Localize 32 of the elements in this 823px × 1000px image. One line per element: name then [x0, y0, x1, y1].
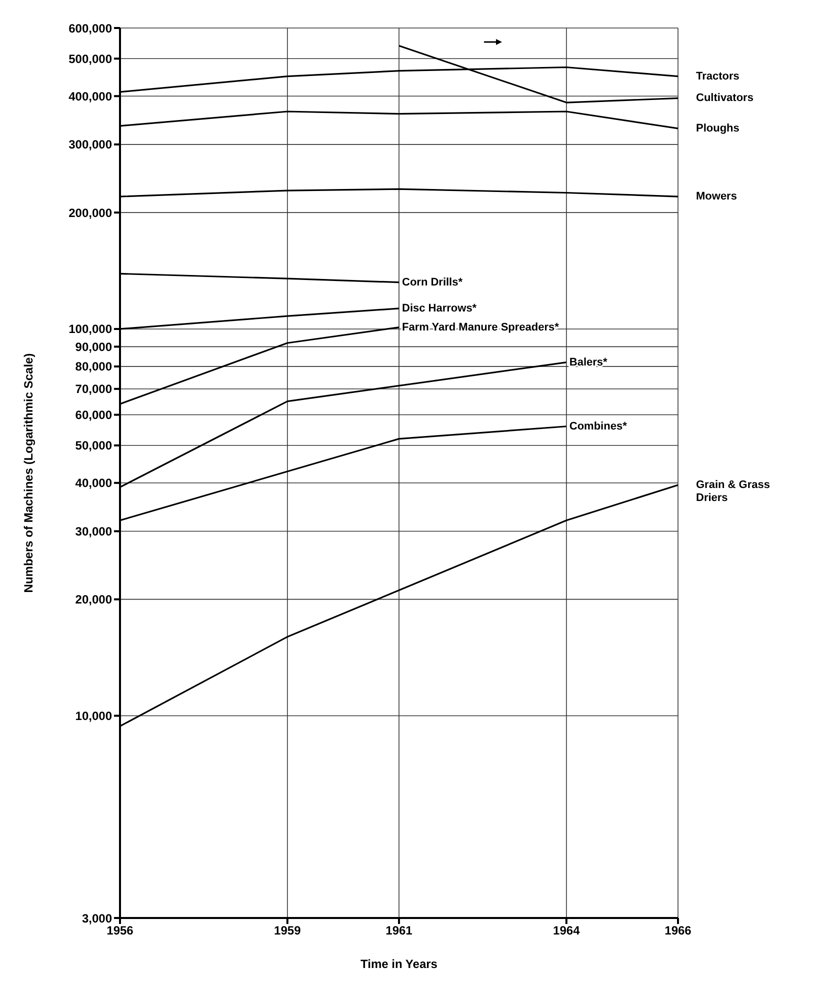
series-label: Cultivators	[696, 92, 754, 104]
x-tick-label: 1959	[274, 924, 302, 938]
x-tick-label: 1966	[664, 924, 692, 938]
y-tick-label: 500,000	[68, 52, 112, 66]
y-tick-label: 200,000	[68, 206, 112, 220]
y-tick-label: 400,000	[68, 89, 112, 104]
y-tick-label: 20,000	[75, 592, 112, 607]
y-tick-label: 60,000	[75, 408, 112, 422]
y-tick-label: 90,000	[75, 340, 112, 354]
x-axis-title: Time in Years	[360, 957, 438, 971]
y-tick-label: 300,000	[68, 138, 112, 152]
series-label: Disc Harrows*	[402, 302, 478, 314]
y-tick-label: 50,000	[75, 438, 112, 453]
series-label: Mowers	[696, 190, 737, 203]
y-tick-label: 70,000	[75, 382, 112, 396]
y-tick-label: 100,000	[68, 322, 112, 336]
y-tick-label: 600,000	[68, 21, 112, 36]
y-tick-label: 40,000	[75, 476, 112, 490]
x-tick-label: 1956	[106, 924, 134, 938]
x-tick-label: 1964	[553, 924, 580, 938]
series-label: Tractors	[696, 70, 740, 82]
series-label: Combines*	[569, 420, 628, 432]
y-tick-label: 80,000	[75, 360, 112, 374]
y-tick-label: 3,000	[82, 911, 112, 926]
series-label: Balers*	[569, 356, 608, 368]
series-label: Grain & Grass Driers	[696, 479, 770, 504]
y-tick-label: 30,000	[75, 524, 112, 538]
series-label: Ploughs	[696, 122, 740, 134]
series-label: Corn Drills*	[402, 276, 464, 288]
y-axis-title: Numbers of Machines (Logarithmic Scale)	[21, 353, 36, 593]
x-tick-label: 1961	[386, 924, 413, 938]
y-tick-label: 10,000	[75, 709, 112, 724]
